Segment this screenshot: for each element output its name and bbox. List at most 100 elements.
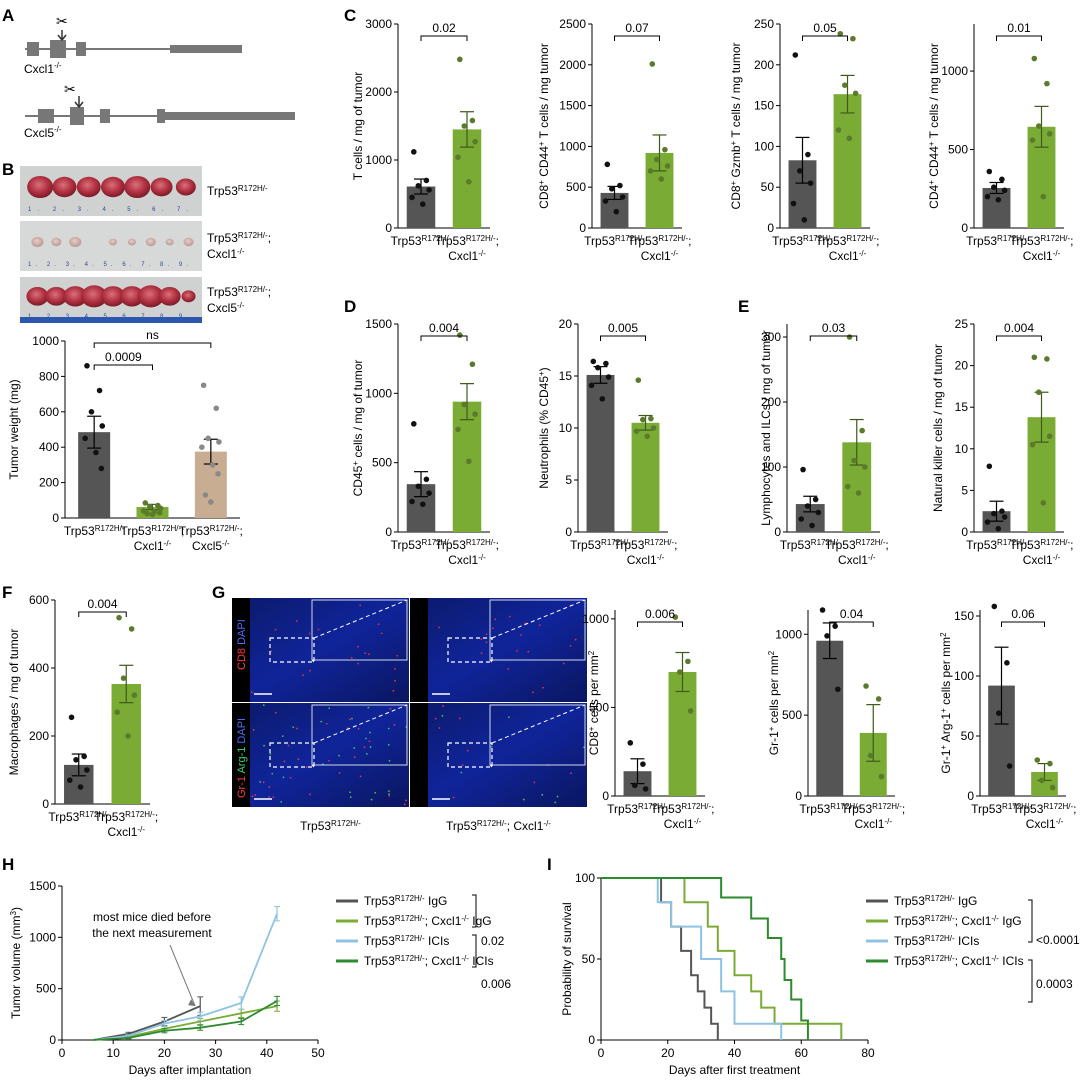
x-tick-label: Trp53R172H/- (570, 538, 631, 553)
legend-label: Trp53R172H/- IgG (894, 894, 977, 909)
stain-dot (368, 653, 370, 656)
x-tick-label: 30 (209, 1046, 223, 1060)
significance-bracket (809, 335, 858, 341)
significance-bracket (93, 364, 153, 370)
x-tick-label: Cxcl1-/- (854, 817, 892, 832)
y-tick-label: 100 (954, 669, 974, 683)
data-point (82, 435, 88, 442)
y-tick-label: 500 (948, 143, 968, 157)
panel-label-d: D (344, 297, 356, 316)
text-span: Trp53 (435, 234, 466, 248)
stain-dot (508, 615, 511, 618)
x-tick-label: 0 (59, 1046, 66, 1060)
text-span: Lymphocytes and ILCs / mg of tumor (759, 330, 773, 526)
tumor-sample (181, 290, 196, 303)
y-tick-label: 0 (795, 789, 802, 803)
superscript: R172H/- (997, 538, 1027, 547)
stain-dot (556, 795, 559, 798)
x-tick-label: Trp53R172H/-; (435, 538, 499, 553)
x-tick-label: Trp53R172H/- (607, 802, 668, 817)
legend-label: Trp53R172H/-; Cxcl1-/- IgG (894, 914, 1022, 929)
text-span: Trp53 (584, 234, 615, 248)
tumor-sample (158, 286, 181, 306)
y-tick-label: 0 (961, 221, 968, 235)
y-tick-label: 2000 (365, 85, 392, 99)
data-point (1029, 441, 1036, 448)
y-tick-label: 15 (955, 400, 969, 414)
text-span: ; (1073, 802, 1076, 816)
superscript: -/- (461, 914, 469, 923)
superscript: R172H/- (925, 914, 955, 923)
data-point (835, 127, 842, 133)
x-tick-label: 60 (795, 1046, 809, 1060)
stain-dot (263, 744, 265, 747)
text-span: ; (885, 538, 888, 552)
panel-label-h: H (2, 855, 14, 874)
panel-label-g: G (212, 583, 225, 602)
data-point (409, 498, 415, 505)
data-point (863, 683, 869, 689)
data-point (1001, 187, 1008, 194)
data-point (128, 626, 135, 632)
bar (452, 401, 482, 532)
text-span: Trp53 (300, 819, 331, 833)
data-point (648, 415, 654, 422)
superscript: 2 (939, 632, 948, 637)
channel-name: DAPI (236, 718, 248, 744)
bar (816, 640, 844, 796)
data-point (114, 709, 121, 715)
data-point (805, 151, 811, 158)
y-tick-label: 1000 (365, 153, 392, 167)
text-span: CD44 (927, 146, 941, 180)
panel-label-b: B (2, 160, 14, 179)
x-tick-label: Cxcl1-/- (448, 249, 486, 264)
superscript: R172H/- (95, 524, 125, 533)
text-span: Trp53 (607, 802, 638, 816)
text-span: Trp53 (391, 538, 422, 552)
data-point (1040, 500, 1047, 506)
bar-chart-f: 0 200 400 600 Macrophages / mg of tumor Trp53… (7, 593, 158, 839)
data-point (842, 82, 848, 88)
data-point (142, 500, 149, 506)
text-span: mm (9, 915, 23, 935)
text-span: Trp53 (894, 954, 925, 968)
text-span: ICIs (425, 934, 450, 948)
superscript: -/- (461, 954, 469, 963)
channel-name: Arg-1 (236, 747, 248, 774)
stain-dot (296, 727, 298, 730)
text-span: ; (1070, 538, 1073, 552)
data-point (851, 457, 857, 464)
inset-box (489, 599, 586, 661)
text-span: Trp53 (966, 234, 997, 248)
superscript: R172H/- (925, 934, 955, 943)
tumor-photos: 1. 2. 3. 4. 5. 6. 7.Trp53R172H/-1. 2. 3.… (20, 166, 271, 323)
stain-dot (274, 711, 277, 714)
stain-dot (520, 634, 522, 636)
superscript: R172H/- (658, 234, 688, 243)
stain-dot (387, 743, 390, 746)
superscript: -/- (671, 249, 679, 258)
y-tick-label: 0 (385, 221, 392, 235)
data-point (996, 710, 1002, 716)
stain-dot (562, 662, 565, 665)
superscript: R172H/- (466, 538, 496, 547)
text-span: Gr-1 (939, 749, 953, 773)
y-tick-label: 20 (955, 359, 969, 373)
x-tick-label: Trp53R172H/- (391, 538, 452, 553)
data-point (144, 510, 150, 517)
text-span: Trp53 (841, 802, 872, 816)
label-strip (232, 703, 250, 807)
text-span: Trp53 (1009, 538, 1040, 552)
p-value-label: 0.06 (1011, 607, 1035, 621)
text-span: Trp53 (179, 524, 210, 538)
micrograph (232, 598, 409, 702)
data-point (664, 163, 671, 169)
stain-dot (251, 795, 254, 798)
data-point (815, 509, 822, 516)
superscript: R172H/- (395, 914, 425, 923)
text-span: Trp53 (1012, 802, 1043, 816)
y-tick-label: 0 (774, 525, 781, 539)
